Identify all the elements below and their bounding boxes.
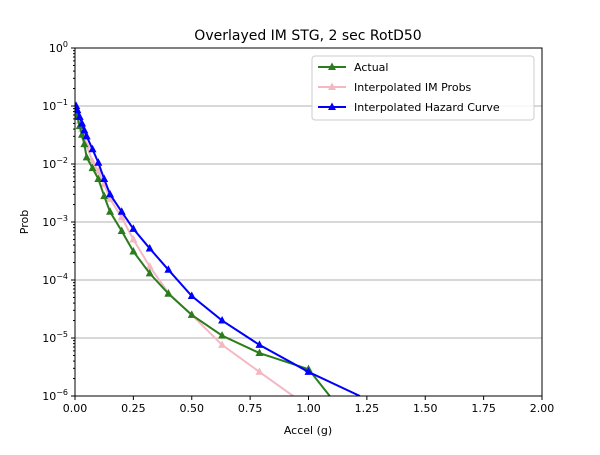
plot-lines (75, 101, 361, 396)
x-tick-label: 2.00 (530, 402, 555, 415)
x-tick-label: 0.50 (180, 402, 205, 415)
y-tick-label: 100 (49, 40, 68, 55)
data-point-marker (164, 289, 173, 297)
data-point-marker (218, 316, 227, 324)
data-point-marker (117, 207, 126, 215)
data-point-marker (187, 291, 196, 299)
y-tick-label: 10−2 (42, 156, 68, 171)
data-point-marker (106, 194, 115, 202)
y-ticks: 100 10−1 10−2 10−3 10−4 10−5 10−6 (42, 40, 75, 403)
data-point-marker (94, 166, 103, 175)
data-point-marker (164, 265, 173, 273)
y-tick-label: 10−4 (42, 272, 68, 287)
data-point-marker (82, 152, 91, 161)
legend-label: Actual (354, 61, 388, 74)
data-point-marker (145, 243, 154, 252)
legend-marker (328, 82, 336, 90)
x-tick-label: 0.00 (63, 402, 88, 415)
data-point-marker (88, 163, 97, 172)
y-tick-label: 10−6 (42, 388, 68, 403)
data-point-marker (106, 189, 115, 198)
data-point-marker (78, 130, 87, 138)
data-point-marker (88, 144, 97, 153)
series-line (75, 105, 361, 396)
data-point-marker (129, 224, 138, 232)
data-point-marker (218, 331, 227, 339)
data-point-marker (78, 118, 87, 127)
y-tick-label: 10−3 (42, 214, 68, 229)
data-point-marker (129, 247, 138, 255)
data-point-marker (255, 340, 264, 348)
data-point-marker (94, 174, 103, 183)
data-point-marker (94, 158, 103, 166)
data-point-marker (75, 101, 81, 109)
data-point-marker (187, 310, 196, 318)
series-line (75, 111, 332, 396)
data-point-marker (80, 125, 89, 134)
data-point-marker (255, 348, 264, 357)
data-point-marker (117, 212, 126, 221)
data-point-marker (117, 226, 126, 234)
x-tick-label: 1.75 (471, 402, 496, 415)
data-point-marker (145, 262, 154, 270)
legend-marker (328, 102, 336, 110)
data-point-marker (100, 174, 109, 183)
series-0 (75, 107, 332, 396)
data-point-marker (75, 112, 84, 120)
x-ticks: 0.00 0.25 0.50 0.75 1.00 1.25 1.50 1.75 2.00 (63, 396, 555, 415)
x-tick-label: 1.25 (355, 402, 380, 415)
data-point-marker (304, 367, 313, 375)
legend: Actual Interpolated IM Probs Interpolated … (311, 55, 535, 121)
x-tick-label: 0.25 (121, 402, 146, 415)
data-point-marker (80, 139, 89, 148)
y-tick-label: 10−1 (42, 98, 68, 113)
y-tick-label: 10−5 (42, 330, 68, 345)
chart-title: Overlayed IM STG, 2 sec RotD50 (194, 28, 421, 44)
y-axis-label: Prob (18, 210, 31, 234)
x-tick-label: 0.75 (238, 402, 263, 415)
data-point-marker (82, 131, 91, 140)
data-point-marker (255, 367, 264, 375)
x-tick-label: 1.50 (413, 402, 438, 415)
legend-label: Interpolated Hazard Curve (354, 101, 500, 114)
data-point-marker (145, 268, 154, 277)
series-2 (75, 101, 361, 396)
legend-marker (328, 62, 336, 70)
gridlines (75, 105, 542, 339)
data-point-marker (75, 105, 82, 114)
data-point-marker (106, 207, 115, 215)
data-point-marker (129, 234, 138, 243)
legend-label: Interpolated IM Probs (354, 81, 472, 94)
x-axis-label: Accel (g) (284, 424, 332, 437)
x-tick-label: 1.00 (296, 402, 321, 415)
data-point-marker (218, 340, 227, 348)
